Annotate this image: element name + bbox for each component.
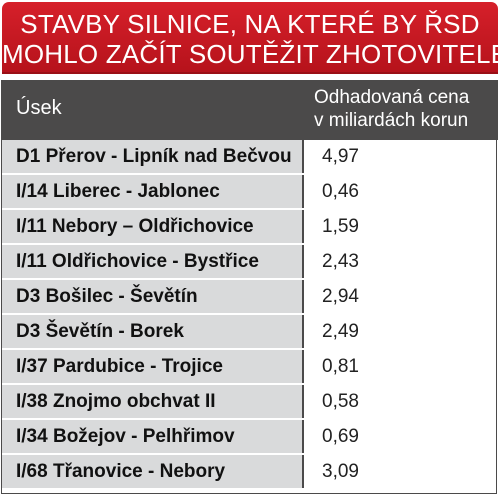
section-name-cell: I/37 Pardubice - Trojice	[2, 350, 302, 383]
column-header-price-line2: v miliardách korun	[314, 110, 469, 131]
table-row: I/34 Božejov - Pelhřimov 0,69	[2, 420, 498, 455]
table-row: D3 Bošilec - Ševětín 2,94	[2, 280, 498, 315]
table-row: I/38 Znojmo obchvat II 0,58	[2, 385, 498, 420]
price-cell: 4,97	[304, 140, 498, 173]
price-cell: 0,46	[304, 175, 498, 208]
price-cell: 0,58	[304, 385, 498, 418]
column-divider	[302, 210, 304, 243]
table-row: D1 Přerov - Lipník nad Bečvou 4,97	[2, 140, 498, 175]
column-divider	[302, 280, 304, 313]
section-name-cell: I/11 Oldřichovice - Bystřice	[2, 245, 302, 278]
price-cell: 1,59	[304, 210, 498, 243]
price-cell: 0,69	[304, 420, 498, 453]
table-row: D3 Ševětín - Borek 2,49	[2, 315, 498, 350]
price-cell: 2,49	[304, 315, 498, 348]
price-cell: 2,94	[304, 280, 498, 313]
price-cell: 2,43	[304, 245, 498, 278]
table-row: I/68 Třanovice - Nebory 3,09	[2, 455, 498, 490]
section-name-cell: I/14 Liberec - Jablonec	[2, 175, 302, 208]
column-header-price-line1: Odhadovaná cena	[314, 87, 470, 108]
title-banner: STAVBY SILNICE, NA KTERÉ BY ŘSD MOHLO ZA…	[2, 2, 500, 74]
column-divider	[302, 175, 304, 208]
column-divider	[302, 385, 304, 418]
table-row: I/14 Liberec - Jablonec 0,46	[2, 175, 498, 210]
price-cell: 3,09	[304, 455, 498, 488]
column-divider	[302, 420, 304, 453]
column-divider	[302, 455, 304, 488]
section-name-cell: D3 Ševětín - Borek	[2, 315, 302, 348]
section-name-cell: I/38 Znojmo obchvat II	[2, 385, 302, 418]
section-name-cell: D1 Přerov - Lipník nad Bečvou	[2, 140, 302, 173]
table-row: I/37 Pardubice - Trojice 0,81	[2, 350, 498, 385]
title-line-2: MOHLO ZAČÍT SOUTĚŽIT ZHOTOVITELE	[2, 39, 500, 69]
column-divider	[302, 140, 304, 173]
title-line-1: STAVBY SILNICE, NA KTERÉ BY ŘSD	[20, 9, 480, 39]
section-name-cell: I/68 Třanovice - Nebory	[2, 455, 302, 488]
section-name-cell: I/34 Božejov - Pelhřimov	[2, 420, 302, 453]
table-row: I/11 Oldřichovice - Bystřice 2,43	[2, 245, 498, 280]
table-header: Úsek Odhadovaná cena v miliardách korun	[2, 80, 498, 140]
column-divider	[302, 315, 304, 348]
column-header-section: Úsek	[16, 97, 62, 119]
section-name-cell: I/11 Nebory – Oldřichovice	[2, 210, 302, 243]
column-divider	[302, 245, 304, 278]
table-row: I/11 Nebory – Oldřichovice 1,59	[2, 210, 498, 245]
column-header-price: Odhadovaná cena v miliardách korun	[314, 86, 498, 132]
price-cell: 0,81	[304, 350, 498, 383]
section-name-cell: D3 Bošilec - Ševětín	[2, 280, 302, 313]
column-divider	[302, 350, 304, 383]
